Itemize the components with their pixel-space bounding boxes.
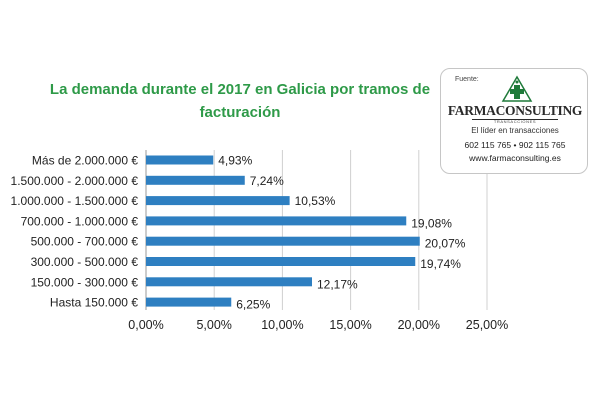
data-label: 20,07% xyxy=(425,237,466,251)
data-label: 7,24% xyxy=(250,174,284,188)
x-tick-label: 0,00% xyxy=(128,318,163,332)
phone-numbers: 602 115 765 • 902 115 765 xyxy=(464,140,566,150)
x-tick-label: 10,00% xyxy=(261,318,303,332)
bar xyxy=(146,196,290,206)
bar xyxy=(146,155,214,165)
category-label: Hasta 150.000 € xyxy=(50,296,138,310)
category-label: Más de 2.000.000 € xyxy=(32,154,138,168)
brand-subtitle: TRANSACCIONES xyxy=(493,119,537,124)
brand-name: FARMACONSULTING xyxy=(441,103,589,120)
x-tick-label: 15,00% xyxy=(329,318,371,332)
farmaconsulting-logo-icon xyxy=(501,75,533,102)
category-label: 1.500.000 - 2.000.000 € xyxy=(11,174,139,188)
data-label: 19,08% xyxy=(411,216,452,230)
data-label: 4,93% xyxy=(218,154,252,168)
brand-name-text: FARMACONSULTING xyxy=(447,103,583,118)
category-label: 1.000.000 - 1.500.000 € xyxy=(11,194,139,208)
category-label: 300.000 - 500.000 € xyxy=(31,255,139,269)
category-label: 150.000 - 300.000 € xyxy=(31,275,139,289)
x-tick-label: 25,00% xyxy=(466,318,508,332)
bar xyxy=(146,175,245,185)
bar xyxy=(146,216,407,226)
brand-tagline: El líder en transacciones xyxy=(471,126,559,135)
data-label: 19,74% xyxy=(420,257,461,271)
source-box: Fuente: FARMACONSULTING TRANSACCIONES El… xyxy=(440,68,588,174)
bar xyxy=(146,277,312,287)
bar xyxy=(146,257,416,266)
data-label: 6,25% xyxy=(236,298,270,312)
x-tick-label: 5,00% xyxy=(196,318,231,332)
source-label: Fuente: xyxy=(455,76,479,83)
bar xyxy=(146,297,232,307)
category-label: 700.000 - 1.000.000 € xyxy=(21,214,139,228)
brand-rule xyxy=(472,119,558,120)
data-label: 12,17% xyxy=(317,277,358,291)
chart-title: La demanda durante el 2017 en Galicia po… xyxy=(49,81,431,121)
bar xyxy=(146,236,420,246)
data-label: 10,53% xyxy=(295,194,336,208)
website-url: www.farmaconsulting.es xyxy=(469,153,561,163)
x-tick-label: 20,00% xyxy=(398,318,440,332)
category-label: 500.000 - 700.000 € xyxy=(31,235,139,249)
